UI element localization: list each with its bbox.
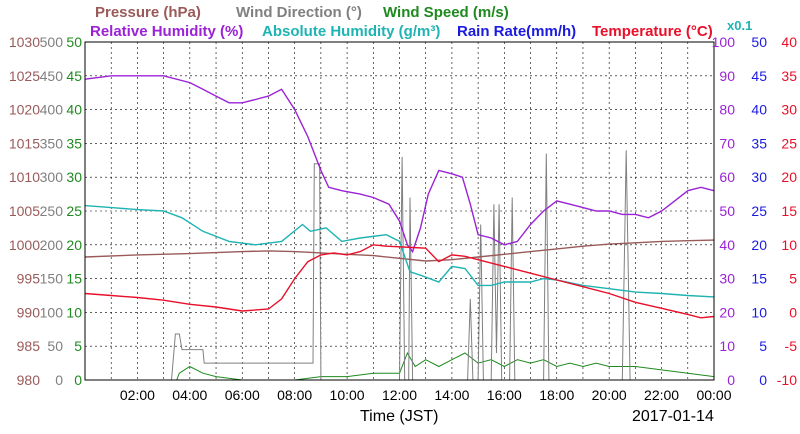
y-tick-label-rh: 70 xyxy=(719,135,735,151)
date-label: 2017-01-14 xyxy=(632,408,714,425)
y-tick-label-rain: 25 xyxy=(751,203,767,219)
y-tick-label-rh: 50 xyxy=(719,203,735,219)
y-tick-label-temp: 35 xyxy=(781,68,797,84)
y-tick-label-pressure: 985 xyxy=(17,338,41,354)
legend-rain-rate: Rain Rate(mm/h) xyxy=(457,23,576,40)
y-tick-label-rh: 60 xyxy=(719,169,735,185)
y-tick-label-wind-speed: 25 xyxy=(66,203,82,219)
x-tick-label: 00:00 xyxy=(696,387,731,403)
y-tick-label-wind-dir: 300 xyxy=(40,169,64,185)
y-tick-label-wind-dir: 450 xyxy=(40,68,64,84)
y-tick-label-temp: 15 xyxy=(781,203,797,219)
y-tick-label-pressure: 995 xyxy=(17,271,41,287)
y-tick-label-wind-speed: 35 xyxy=(66,135,82,151)
y-tick-label-temp: 5 xyxy=(789,271,797,287)
y-tick-label-wind-speed: 50 xyxy=(66,34,82,50)
x-tick-label: 16:00 xyxy=(487,387,522,403)
y-tick-label-pressure: 1030 xyxy=(9,34,40,50)
y-tick-label-rh: 20 xyxy=(719,304,735,320)
y-tick-label-pressure: 1020 xyxy=(9,102,40,118)
y-tick-label-wind-dir: 500 xyxy=(40,34,64,50)
y-tick-label-pressure: 990 xyxy=(17,304,41,320)
y-tick-label-wind-speed: 15 xyxy=(66,271,82,287)
x-tick-label: 04:00 xyxy=(172,387,207,403)
y-tick-label-wind-dir: 50 xyxy=(47,338,63,354)
x-tick-label: 08:00 xyxy=(277,387,312,403)
y-tick-label-temp: 30 xyxy=(781,102,797,118)
y-tick-label-rh: 80 xyxy=(719,102,735,118)
y-tick-label-wind-dir: 350 xyxy=(40,135,64,151)
y-tick-label-wind-dir: 150 xyxy=(40,271,64,287)
x-tick-label: 22:00 xyxy=(644,387,679,403)
y-tick-label-pressure: 1025 xyxy=(9,68,40,84)
series-line-pressure xyxy=(84,239,715,262)
y-tick-label-pressure: 1000 xyxy=(9,237,40,253)
legend-pressure: Pressure (hPa) xyxy=(95,4,201,21)
y-tick-label-temp: 10 xyxy=(781,237,797,253)
y-tick-label-rain: 5 xyxy=(759,338,767,354)
x-axis-label: Time (JST) xyxy=(360,408,439,425)
x-tick-label: 20:00 xyxy=(592,387,627,403)
legend-temperature: Temperature (°C) xyxy=(592,23,713,40)
x-tick-label: 14:00 xyxy=(434,387,469,403)
legend-relative-humidity: Relative Humidity (%) xyxy=(90,23,243,40)
legend-wind-speed: Wind Speed (m/s) xyxy=(383,4,509,21)
y-tick-label-rain: 45 xyxy=(751,68,767,84)
y-tick-label-rain: 40 xyxy=(751,102,767,118)
series-line-temp xyxy=(84,244,715,319)
y-tick-label-rh: 0 xyxy=(727,372,735,388)
y-tick-label-rain: 0 xyxy=(759,372,767,388)
legend-wind-direction: Wind Direction (°) xyxy=(236,4,362,21)
plot-frame xyxy=(84,41,715,381)
series-line-wind-speed xyxy=(85,351,715,381)
y-tick-label-wind-dir: 100 xyxy=(40,304,64,320)
y-tick-label-temp: 0 xyxy=(789,304,797,320)
x-tick-label: 18:00 xyxy=(539,387,574,403)
y-tick-label-rh: 90 xyxy=(719,68,735,84)
y-tick-label-temp: 25 xyxy=(781,135,797,151)
y-tick-label-wind-speed: 45 xyxy=(66,68,82,84)
series-line-rh xyxy=(84,75,715,254)
y-tick-label-wind-speed: 30 xyxy=(66,169,82,185)
y-tick-label-rain: 10 xyxy=(751,304,767,320)
y-tick-label-temp: -10 xyxy=(777,372,797,388)
y-tick-label-rain: 35 xyxy=(751,135,767,151)
y-tick-label-wind-dir: 200 xyxy=(40,237,64,253)
y-tick-label-pressure: 1015 xyxy=(9,135,40,151)
y-tick-label-wind-speed: 0 xyxy=(74,372,82,388)
x-tick-label: 10:00 xyxy=(330,387,365,403)
y-tick-label-rh: 30 xyxy=(719,271,735,287)
y-tick-label-wind-dir: 250 xyxy=(40,203,64,219)
y-tick-label-wind-speed: 5 xyxy=(74,338,82,354)
y-tick-label-pressure: 1005 xyxy=(9,203,40,219)
plot-grid xyxy=(85,42,714,380)
y-tick-label-rain: 15 xyxy=(751,271,767,287)
series-layer xyxy=(84,75,715,381)
y-tick-label-rain: 30 xyxy=(751,169,767,185)
x-tick-label: 02:00 xyxy=(120,387,155,403)
y-tick-label-rain: 20 xyxy=(751,237,767,253)
x-tick-label: 12:00 xyxy=(382,387,417,403)
y-tick-label-temp: 40 xyxy=(781,34,797,50)
axis-labels: 02:00 04:00 06:00 08:00 10:00 12:00 14:00 16:00… xyxy=(9,34,797,403)
y-tick-label-wind-speed: 20 xyxy=(66,237,82,253)
y-tick-label-rh: 10 xyxy=(719,338,735,354)
y-tick-label-temp: -5 xyxy=(785,338,798,354)
y-tick-label-wind-speed: 10 xyxy=(66,304,82,320)
y-tick-label-wind-dir: 400 xyxy=(40,102,64,118)
y-tick-label-rh: 100 xyxy=(712,34,736,50)
y-tick-label-wind-dir: 0 xyxy=(55,372,63,388)
legend-absolute-humidity: Absolute Humidity (g/m³) xyxy=(262,23,440,40)
y-tick-label-rain: 50 xyxy=(751,34,767,50)
y-tick-label-wind-speed: 40 xyxy=(66,102,82,118)
y-tick-label-temp: 20 xyxy=(781,169,797,185)
series-line-wind-dir xyxy=(85,150,714,381)
y-tick-label-pressure: 980 xyxy=(17,372,41,388)
legend-ah-scale: x0.1 xyxy=(727,18,752,33)
x-tick-label: 06:00 xyxy=(225,387,260,403)
y-tick-label-rh: 40 xyxy=(719,237,735,253)
y-tick-label-pressure: 1010 xyxy=(9,169,40,185)
